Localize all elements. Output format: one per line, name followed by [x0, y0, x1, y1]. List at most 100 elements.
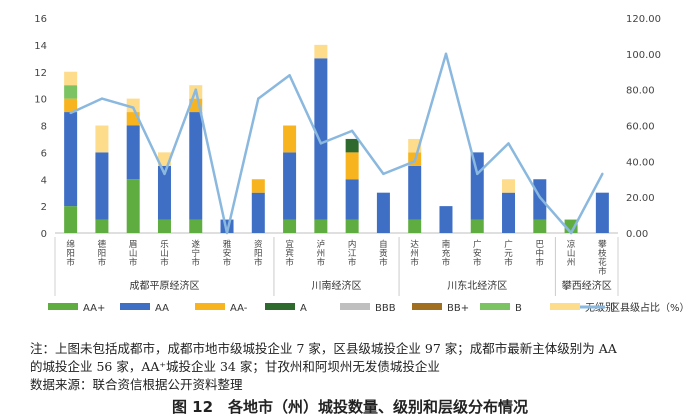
right-tick-label: 60.00	[626, 122, 655, 133]
line-point	[569, 231, 573, 235]
category-label: 眉	[129, 240, 138, 250]
category-label: 市	[504, 257, 513, 268]
bar-segment	[314, 58, 328, 220]
left-tick-label: 8	[41, 122, 47, 133]
category-label: 市	[473, 257, 482, 268]
category-label: 广	[504, 239, 513, 250]
right-tick-label: 100.00	[626, 50, 661, 61]
bar-segment	[64, 71, 78, 86]
line-point	[476, 172, 479, 176]
bar-segment	[345, 219, 359, 233]
bar-segment	[470, 219, 484, 233]
ratio-line	[70, 52, 604, 235]
category-label: 宁	[191, 248, 200, 259]
bar-segment	[376, 192, 390, 233]
legend-label: BB+	[447, 303, 469, 314]
category-label: 内	[348, 239, 357, 250]
line-point	[225, 231, 229, 235]
category-label: 宜	[285, 239, 294, 250]
economic-zone-labels: 成都平原经济区 川南经济区 川东北经济区 攀西经济区	[54, 237, 619, 296]
category-label: 枝	[598, 248, 607, 259]
line-point	[350, 129, 354, 133]
category-label: 市	[98, 257, 107, 268]
right-tick-label: 40.00	[626, 157, 655, 168]
category-label: 巴	[536, 240, 545, 250]
category-label: 攀	[598, 239, 607, 250]
bar-segment	[126, 98, 140, 113]
bar-segment	[251, 179, 265, 193]
bar-segment	[95, 219, 109, 233]
left-tick-label: 16	[34, 14, 47, 25]
zone-label: 成都平原经济区	[129, 279, 199, 292]
legend-label: 区县级占比（%）	[610, 301, 690, 314]
right-tick-label: 0.00	[626, 229, 648, 240]
legend-swatch	[265, 303, 295, 310]
category-label: 市	[129, 257, 138, 268]
left-tick-label: 6	[41, 148, 47, 159]
category-label: 充	[442, 248, 451, 259]
category-label: 江	[348, 249, 357, 259]
bar-segment	[470, 152, 484, 220]
bar-segment	[157, 219, 171, 233]
category-label: 阳	[254, 249, 263, 259]
category-label: 雅	[223, 239, 232, 250]
legend-label: B	[515, 303, 522, 314]
category-label: 市	[536, 257, 545, 268]
category-label: 资	[254, 239, 263, 250]
category-label: 安	[223, 248, 232, 259]
left-axis-ticks: 0 2 4 6 8 10 12 14 16	[34, 14, 47, 240]
category-label: 市	[317, 257, 326, 268]
line-point	[69, 111, 72, 115]
legend-swatch	[340, 303, 370, 310]
category-label: 阳	[98, 249, 107, 259]
category-label: 市	[598, 266, 607, 277]
line-point	[257, 97, 260, 100]
line-point	[319, 142, 323, 145]
bar-segment	[502, 192, 516, 233]
right-axis-ticks: 0.00 20.00 40.00 60.00 80.00 100.00 120.00	[626, 14, 661, 240]
bar-segment	[408, 219, 422, 233]
line-point	[131, 106, 135, 109]
line-point	[100, 97, 104, 100]
bar-segment	[95, 125, 109, 153]
category-label: 贡	[379, 249, 388, 259]
category-label: 州	[317, 249, 326, 259]
category-label: 达	[410, 239, 419, 250]
category-label: 宾	[285, 248, 294, 259]
category-label: 南	[442, 239, 451, 250]
category-label: 安	[473, 248, 482, 259]
right-tick-label: 120.00	[626, 14, 661, 25]
left-tick-label: 14	[34, 41, 47, 52]
line-point	[163, 172, 166, 176]
legend-label: BBB	[375, 303, 396, 314]
bar-segment	[314, 219, 328, 233]
left-tick-label: 0	[41, 229, 47, 240]
zone-label: 川南经济区	[312, 279, 362, 292]
bar-segment	[283, 152, 297, 220]
category-label: 市	[191, 257, 200, 268]
line-point	[601, 172, 604, 176]
bar-segment	[64, 112, 78, 207]
zone-label: 川东北经济区	[447, 279, 507, 292]
bar-segment	[345, 152, 359, 180]
category-label: 中	[536, 248, 545, 259]
category-label: 山	[160, 248, 169, 259]
note-line-1: 注：上图未包括成都市，成都市地市级城投企业 7 家，区县级城投企业 97 家；成…	[30, 341, 617, 356]
legend-swatch	[550, 303, 580, 310]
category-label: 市	[254, 257, 263, 268]
bar-segment	[502, 179, 516, 193]
bar-segment	[126, 125, 140, 180]
category-label: 遂	[191, 239, 200, 250]
legend-swatch	[120, 303, 150, 310]
left-tick-label: 12	[34, 68, 47, 79]
category-label: 凉	[567, 239, 576, 250]
zone-label: 攀西经济区	[562, 279, 612, 292]
bar-segment	[533, 219, 547, 233]
category-label: 市	[410, 257, 419, 268]
right-tick-label: 80.00	[626, 86, 655, 97]
category-label: 市	[379, 257, 388, 268]
left-tick-label: 10	[34, 95, 47, 106]
bar-segment	[408, 165, 422, 220]
bar-segment	[533, 179, 547, 220]
